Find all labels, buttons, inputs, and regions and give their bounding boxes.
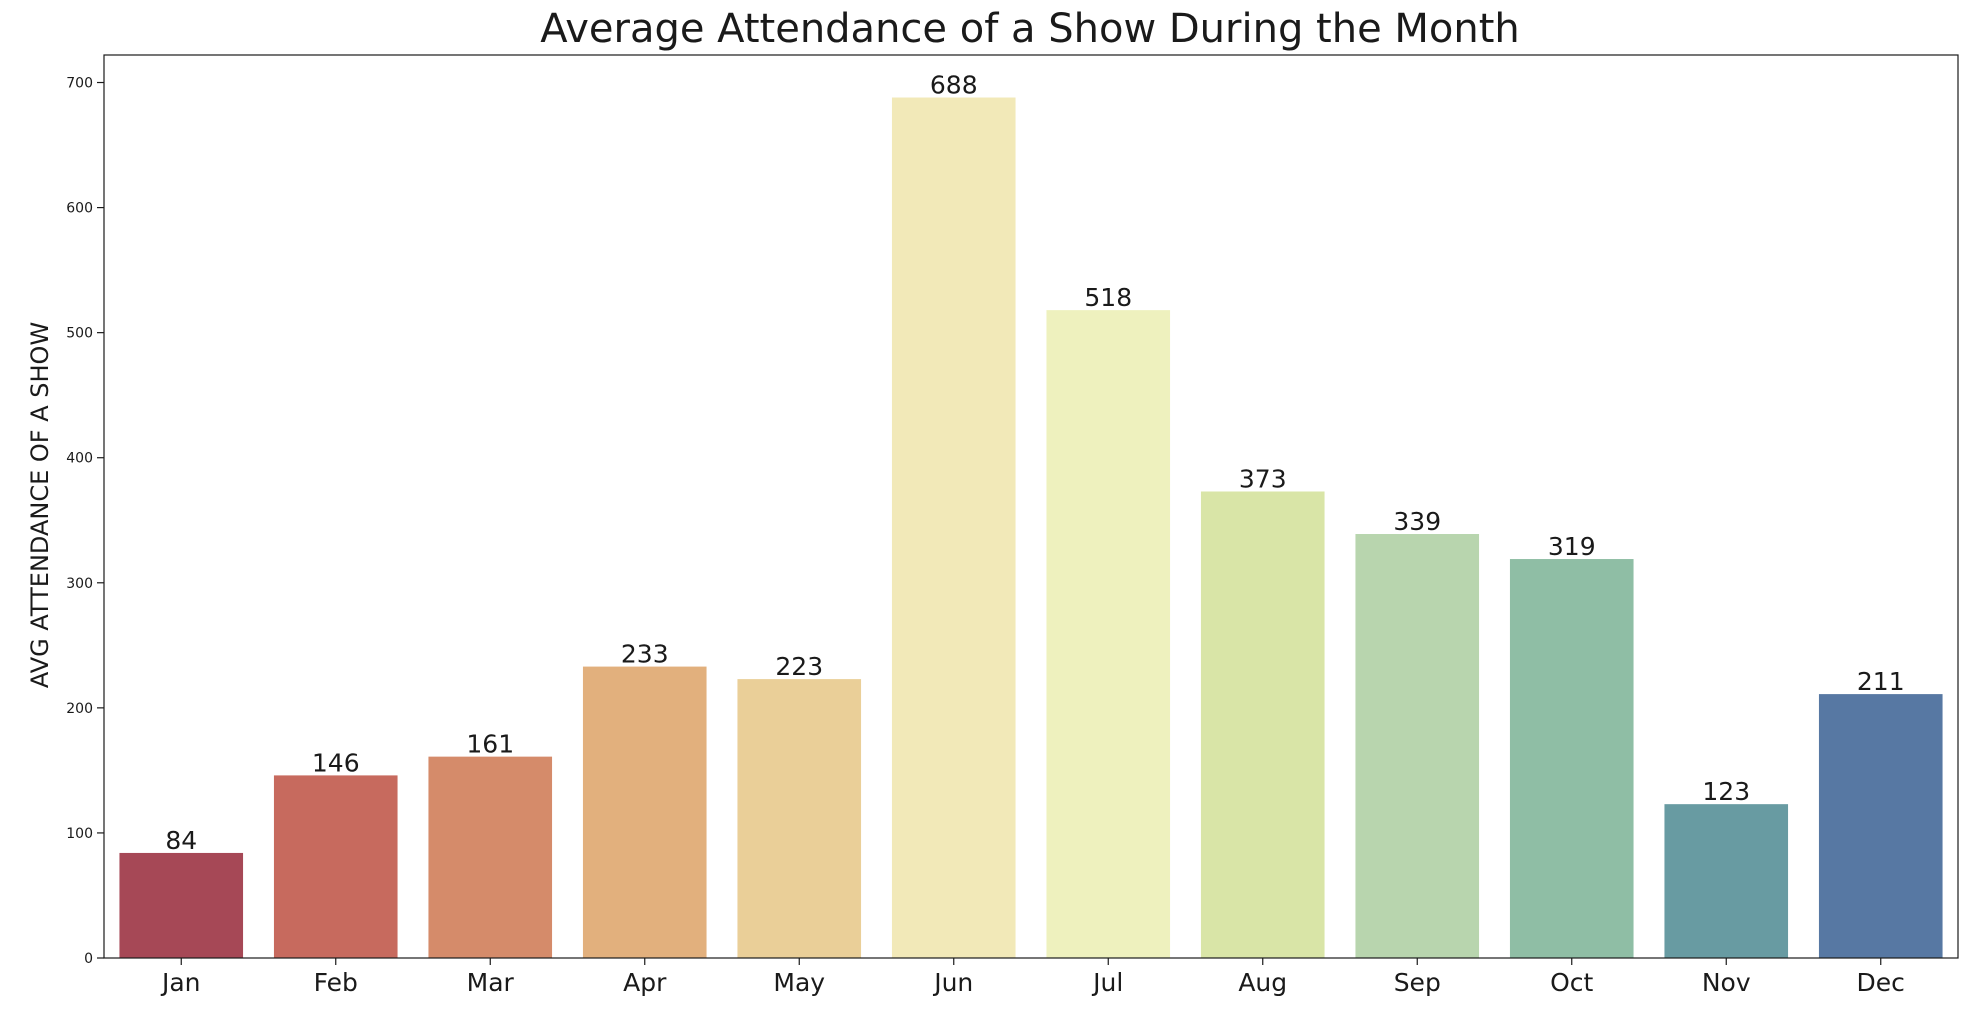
x-tick-label-sep: Sep [1394, 968, 1441, 997]
x-tick-label-jan: Jan [160, 968, 201, 997]
bar-nov [1664, 804, 1789, 958]
bar-jul [1046, 310, 1171, 959]
bars-group [119, 97, 1943, 959]
data-label-aug: 373 [1239, 464, 1287, 493]
bar-mar [428, 756, 553, 958]
data-label-may: 223 [775, 652, 823, 681]
data-label-oct: 319 [1548, 532, 1596, 561]
y-tick-label: 400 [66, 451, 93, 467]
bar-jun [891, 97, 1016, 958]
y-axis-ticks: 0 100 200 300 400 500 600 700 [66, 76, 104, 967]
y-tick-label: 100 [66, 826, 93, 842]
x-tick-label-nov: Nov [1702, 968, 1751, 997]
x-tick-label-jul: Jul [1091, 968, 1123, 997]
x-tick-label-mar: Mar [467, 968, 515, 997]
x-tick-label-apr: Apr [623, 968, 667, 997]
bar-jan [119, 852, 244, 958]
y-tick-label: 500 [66, 326, 93, 342]
y-tick-label: 700 [66, 76, 93, 92]
y-axis-label: AVG ATTENDANCE OF A SHOW [26, 322, 54, 688]
data-label-mar: 161 [466, 730, 514, 759]
x-tick-label-feb: Feb [314, 968, 358, 997]
bar-sep [1355, 534, 1480, 958]
data-label-feb: 146 [312, 748, 360, 777]
bar-dec [1818, 694, 1943, 958]
x-tick-label-dec: Dec [1857, 968, 1905, 997]
data-label-sep: 339 [1393, 507, 1441, 536]
bar-feb [273, 775, 398, 958]
x-tick-label-jun: Jun [932, 968, 973, 997]
x-tick-label-oct: Oct [1550, 968, 1593, 997]
plot-area-frame [103, 54, 1959, 959]
data-label-jun: 688 [930, 71, 978, 100]
x-tick-label-may: May [773, 968, 825, 997]
chart-title: Average Attendance of a Show During the … [540, 6, 1520, 52]
x-tick-label-aug: Aug [1238, 968, 1287, 997]
data-labels-group: 84 146 161 233 223 688 518 373 339 319 123 211 [165, 71, 1904, 855]
data-label-nov: 123 [1702, 777, 1750, 806]
y-tick-label: 600 [66, 201, 93, 217]
data-label-jan: 84 [165, 826, 197, 855]
bar-may [737, 679, 862, 958]
data-label-jul: 518 [1084, 283, 1132, 312]
y-tick-label: 200 [66, 701, 93, 717]
x-axis-ticks: Jan Feb Mar Apr May Jun Jul Aug Sep Oct Nov Dec [160, 958, 1905, 997]
bar-apr [582, 666, 707, 958]
bar-oct [1509, 559, 1634, 958]
data-label-apr: 233 [621, 640, 669, 669]
y-tick-label: 300 [66, 576, 93, 592]
y-tick-label: 0 [84, 951, 93, 967]
bar-aug [1200, 491, 1325, 958]
data-label-dec: 211 [1857, 667, 1905, 696]
